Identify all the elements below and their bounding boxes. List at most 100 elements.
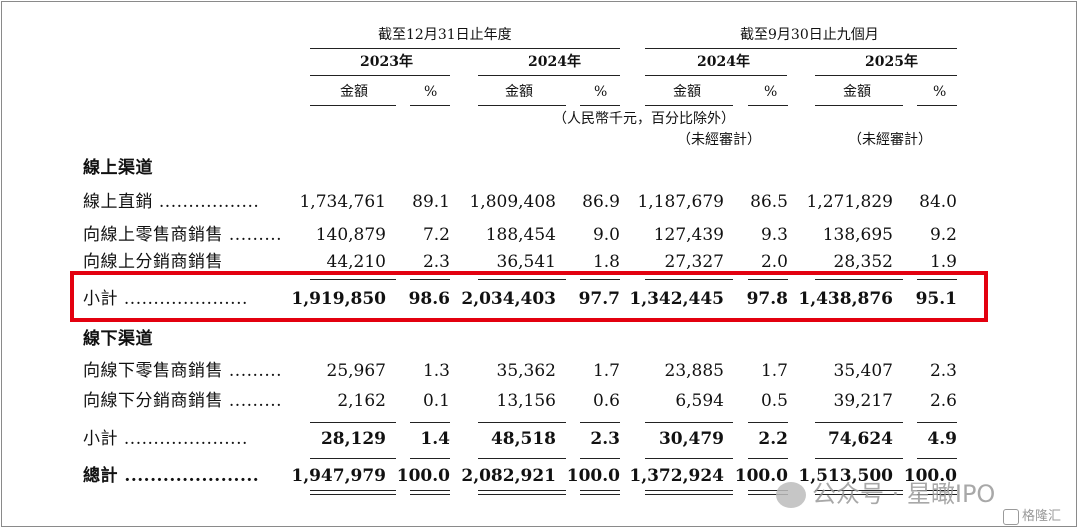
cell-offline-distrib-8: 2.6 bbox=[929, 391, 957, 411]
year-rule-4 bbox=[815, 75, 957, 76]
cell-online-distrib-3: 36,541 bbox=[496, 252, 556, 272]
section-offline-heading: 線下渠道 bbox=[83, 329, 153, 349]
sub-rule-4b bbox=[917, 105, 957, 106]
cell-online-direct-3: 1,809,408 bbox=[469, 192, 556, 212]
brand-watermark-text: 格隆汇 bbox=[1022, 509, 1062, 524]
amount-header-3: 金額 bbox=[673, 84, 701, 100]
cell-online-retail-4: 9.0 bbox=[592, 225, 620, 245]
cell-offline-distrib-4: 0.6 bbox=[592, 391, 620, 411]
cell-online-retail-2: 7.2 bbox=[422, 225, 450, 245]
cell-total-6: 100.0 bbox=[734, 466, 788, 486]
cell-online-retail-6: 9.3 bbox=[760, 225, 788, 245]
row-label-offline-retail: 向線下零售商銷售 ......... bbox=[83, 361, 283, 381]
cell-online-retail-1: 140,879 bbox=[315, 225, 386, 245]
double-rule-below-total-1 bbox=[310, 490, 396, 495]
row-label-offline-subtotal: 小計 ..................... bbox=[83, 429, 248, 449]
cell-total-2: 100.0 bbox=[396, 466, 450, 486]
cell-offline-subtotal-5: 30,479 bbox=[658, 429, 724, 449]
unaudited-note-1: （未經審計） bbox=[677, 132, 761, 148]
year-rule-1 bbox=[310, 75, 450, 76]
amount-header-1: 金額 bbox=[340, 84, 368, 100]
cell-offline-retail-8: 2.3 bbox=[929, 361, 957, 381]
row-label-text: 向線上分銷商銷售 bbox=[83, 252, 223, 272]
cell-online-distrib-1: 44,210 bbox=[326, 252, 386, 272]
cell-online-subtotal-5: 1,342,445 bbox=[629, 289, 724, 309]
cell-online-direct-7: 1,271,829 bbox=[806, 192, 893, 212]
rule-above-offline-subtotal-2 bbox=[410, 422, 450, 423]
sub-rule-1a bbox=[310, 105, 396, 106]
cell-offline-distrib-5: 6,594 bbox=[675, 391, 724, 411]
cell-offline-retail-5: 23,885 bbox=[664, 361, 724, 381]
cell-offline-distrib-3: 13,156 bbox=[496, 391, 556, 411]
cell-total-8: 100.0 bbox=[903, 466, 957, 486]
sub-rule-4a bbox=[815, 105, 903, 106]
cell-online-direct-5: 1,187,679 bbox=[637, 192, 724, 212]
cell-total-1: 1,947,979 bbox=[291, 466, 386, 486]
row-label-online-subtotal: 小計 ..................... bbox=[83, 289, 248, 309]
cell-offline-subtotal-6: 2.2 bbox=[758, 429, 788, 449]
row-label-offline-distrib: 向線下分銷商銷售 ......... bbox=[83, 391, 283, 411]
rule-above-online-subtotal-4 bbox=[580, 279, 620, 280]
brand-watermark: 格隆汇 bbox=[1003, 505, 1061, 525]
double-rule-below-total-4 bbox=[580, 490, 620, 495]
cell-online-subtotal-1: 1,919,850 bbox=[291, 289, 386, 309]
unaudited-note-2: （未經審計） bbox=[848, 132, 932, 148]
amount-header-4: 金額 bbox=[843, 84, 871, 100]
period-full-year-header: 截至12月31日止年度 bbox=[378, 27, 512, 43]
row-label-text: 小計 bbox=[83, 429, 118, 449]
highlight-box bbox=[70, 271, 988, 322]
rule-above-total-3 bbox=[478, 458, 566, 459]
double-rule-below-total-8 bbox=[917, 490, 957, 495]
row-label-online-distrib: 向線上分銷商銷售 bbox=[83, 254, 223, 271]
cell-online-direct-6: 86.5 bbox=[750, 192, 788, 212]
cell-online-subtotal-3: 2,034,403 bbox=[461, 289, 556, 309]
cell-offline-retail-1: 25,967 bbox=[326, 361, 386, 381]
cell-online-subtotal-2: 98.6 bbox=[408, 289, 450, 309]
section-online-heading: 線上渠道 bbox=[83, 158, 153, 178]
double-rule-below-total-7 bbox=[815, 490, 903, 495]
cell-offline-subtotal-8: 4.9 bbox=[927, 429, 957, 449]
cell-online-distrib-7: 28,352 bbox=[833, 252, 893, 272]
double-rule-below-total-6 bbox=[748, 490, 788, 495]
rule-above-offline-subtotal-5 bbox=[645, 422, 733, 423]
rule-above-online-subtotal-6 bbox=[748, 279, 788, 280]
rule-above-total-8 bbox=[917, 458, 957, 459]
wechat-icon bbox=[776, 482, 806, 508]
cell-online-direct-1: 1,734,761 bbox=[299, 192, 386, 212]
sub-rule-2a bbox=[478, 105, 566, 106]
rule-above-offline-subtotal-7 bbox=[815, 422, 903, 423]
percent-header-1: % bbox=[424, 84, 438, 100]
period-nine-months-rule bbox=[645, 48, 957, 49]
cell-online-subtotal-8: 95.1 bbox=[915, 289, 957, 309]
cell-offline-subtotal-1: 28,129 bbox=[320, 429, 386, 449]
rule-above-online-subtotal-7 bbox=[815, 279, 903, 280]
cell-offline-subtotal-4: 2.3 bbox=[590, 429, 620, 449]
cell-offline-distrib-6: 0.5 bbox=[760, 391, 788, 411]
year-header-3: 2024年 bbox=[697, 54, 750, 70]
cell-offline-retail-6: 1.7 bbox=[760, 361, 788, 381]
year-rule-3 bbox=[645, 75, 787, 76]
cell-online-distrib-4: 1.8 bbox=[592, 252, 620, 272]
cell-online-subtotal-7: 1,438,876 bbox=[798, 289, 893, 309]
double-rule-below-total-5 bbox=[645, 490, 733, 495]
row-label-text: 向線上零售商銷售 bbox=[83, 225, 223, 245]
cell-total-3: 2,082,921 bbox=[461, 466, 556, 486]
cell-offline-distrib-1: 2,162 bbox=[337, 391, 386, 411]
rule-above-offline-subtotal-3 bbox=[478, 422, 566, 423]
sub-rule-2b bbox=[580, 105, 620, 106]
cell-online-distrib-5: 27,327 bbox=[664, 252, 724, 272]
cell-online-direct-2: 89.1 bbox=[412, 192, 450, 212]
rule-above-online-subtotal-8 bbox=[917, 279, 957, 280]
cell-total-5: 1,372,924 bbox=[629, 466, 724, 486]
cell-online-subtotal-4: 97.7 bbox=[578, 289, 620, 309]
year-header-1: 2023年 bbox=[360, 54, 413, 70]
row-label-text: 向線下零售商銷售 bbox=[83, 361, 223, 381]
rule-above-online-subtotal-3 bbox=[478, 279, 566, 280]
double-rule-below-total-2 bbox=[410, 490, 450, 495]
cell-online-subtotal-6: 97.8 bbox=[746, 289, 788, 309]
row-label-text: 線上直銷 bbox=[83, 192, 153, 212]
row-label-text: 向線下分銷商銷售 bbox=[83, 391, 223, 411]
cell-total-7: 1,513,500 bbox=[798, 466, 893, 486]
rule-above-offline-subtotal-8 bbox=[917, 422, 957, 423]
